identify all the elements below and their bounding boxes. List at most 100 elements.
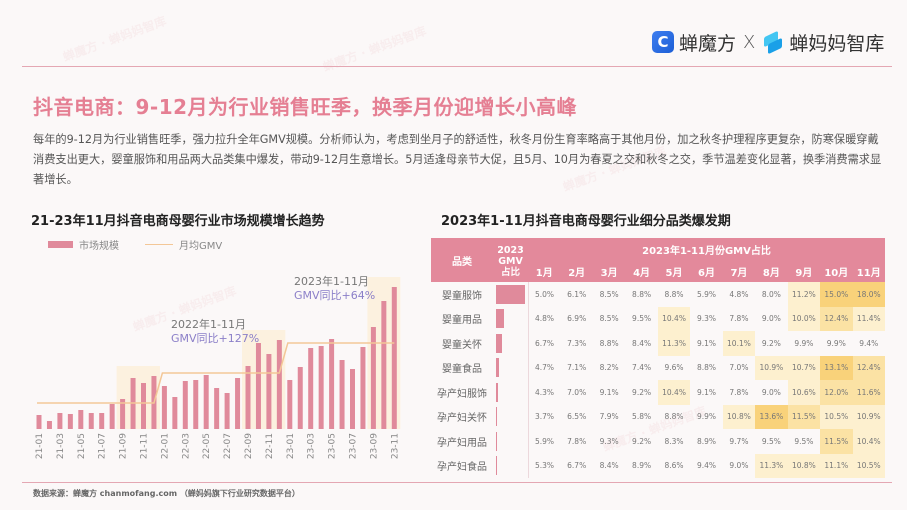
cell-month-value: 9.1% xyxy=(599,387,619,397)
header-months-group: 2023年1-11月份GMV占比 xyxy=(528,238,885,260)
header-month: 9月 xyxy=(787,260,821,282)
row-gmv-share xyxy=(493,331,529,356)
bar-23-01 xyxy=(287,380,293,429)
row-category: 孕产妇用品 xyxy=(437,437,487,449)
cell-month-value: 11.5% xyxy=(820,429,853,454)
cell-month-value: 10.4% xyxy=(657,380,691,405)
brand-right: 蝉妈妈智库 xyxy=(789,32,885,55)
header-share-line1: 2023 xyxy=(497,244,524,256)
annotation-2022-growth: GMV同比+127% xyxy=(171,332,260,345)
bar-22-11 xyxy=(266,354,272,429)
cell-month-value: 6.5% xyxy=(567,412,587,422)
header-month: 3月 xyxy=(592,260,626,282)
cell-month-value: 10.9% xyxy=(755,355,788,380)
cell-month-value: 9.5% xyxy=(761,436,781,446)
header-share-line3: 占比 xyxy=(500,266,520,278)
table-month-row: 1月 2月 3月 4月 5月 6月 7月 8月 9月 10月 11月 xyxy=(431,260,885,282)
cell-month-value: 8.0% xyxy=(761,289,781,299)
cell-month-value: 5.9% xyxy=(534,436,554,446)
cell-month-value: 9.2% xyxy=(632,436,652,446)
cell-month-value: 5.8% xyxy=(632,412,652,422)
bar-22-10 xyxy=(255,343,261,429)
cell-month-value: 8.8% xyxy=(664,412,684,422)
cell-month-value: 10.1% xyxy=(722,331,756,356)
legend-label-line: 月均GMV xyxy=(179,241,223,252)
annotation-2022-period: 2022年1-11月 xyxy=(171,318,246,331)
row-category: 孕产妇服饰 xyxy=(437,388,487,400)
x-tick-label: 23-07 xyxy=(349,433,359,459)
cell-month-value: 11.3% xyxy=(755,453,788,478)
row-gmv-share xyxy=(493,380,529,405)
bar-21-06 xyxy=(88,413,94,429)
top-divider xyxy=(22,66,892,67)
header-month: 2月 xyxy=(560,260,593,282)
page-title: 抖音电商：9-12月为行业销售旺季，换季月份迎增长小高峰 xyxy=(33,95,578,119)
row-gmv-share xyxy=(493,404,529,429)
cell-month-value: 11.4% xyxy=(852,306,885,331)
cell-month-value: 7.0% xyxy=(567,387,587,397)
table-row: 孕产妇服饰 4.3% 7.0% 9.1% 9.2% 10.4% 9.1% 7.8% 9.0% 10… xyxy=(431,380,885,405)
cell-month-value: 9.6% xyxy=(664,363,684,373)
cell-month-value: 9.2% xyxy=(632,387,652,397)
cell-month-value: 9.0% xyxy=(761,314,781,324)
cell-month-value: 8.5% xyxy=(599,289,619,299)
legend-label-bar: 市场规模 xyxy=(79,241,119,252)
gmv-share-bar xyxy=(496,333,502,353)
gmv-share-bar xyxy=(496,431,497,451)
x-tick-label: 21-01 xyxy=(35,433,45,459)
bar-23-04 xyxy=(318,346,324,429)
cell-month-value: 8.5% xyxy=(599,314,619,324)
header-month: 4月 xyxy=(625,260,658,282)
gmv-share-bar xyxy=(496,284,525,304)
cell-month-value: 8.3% xyxy=(664,436,684,446)
cell-month-value: 10.8% xyxy=(787,453,821,478)
table-row: 孕产妇食品 5.3% 6.7% 8.4% 8.9% 8.6% 9.4% 9.0% 11.3% 10… xyxy=(431,453,885,478)
row-gmv-share xyxy=(493,355,529,380)
x-tick-label: 21-09 xyxy=(119,433,129,459)
header-month: 6月 xyxy=(690,260,723,282)
bar-21-05 xyxy=(78,410,84,429)
cell-month-value: 5.3% xyxy=(534,461,554,471)
annotation-2023-growth: GMV同比+64% xyxy=(294,289,376,302)
bar-21-01 xyxy=(36,415,42,429)
category-heatmap-table: 品类 2023 GMV 占比 2023年1-11月份GMV占比 1月 2月 3月 4月… xyxy=(431,238,885,478)
x-tick-label: 23-05 xyxy=(328,433,338,459)
cell-month-value: 9.9% xyxy=(826,338,846,348)
legend-swatch-line xyxy=(145,243,173,246)
bar-22-02 xyxy=(172,397,178,429)
cell-month-value: 13.1% xyxy=(820,355,853,380)
cell-month-value: 7.8% xyxy=(567,436,587,446)
row-category: 孕产妇关怀 xyxy=(437,413,487,425)
cell-month-value: 10.4% xyxy=(657,306,691,331)
cell-month-value: 11.3% xyxy=(657,331,691,356)
row-gmv-share xyxy=(493,429,529,454)
bar-23-09 xyxy=(370,327,376,429)
cell-month-value: 18.0% xyxy=(852,282,885,307)
cell-month-value: 6.1% xyxy=(567,289,587,299)
row-gmv-share xyxy=(493,453,529,478)
bar-22-12 xyxy=(276,340,282,429)
bar-22-03 xyxy=(182,381,188,429)
bottom-divider xyxy=(22,482,892,483)
monthly-avg-gmv-line xyxy=(37,342,395,404)
bar-22-05 xyxy=(203,375,209,429)
gmv-share-bar xyxy=(496,358,499,378)
bar-23-03 xyxy=(308,348,314,429)
cell-month-value: 4.8% xyxy=(534,314,554,324)
cell-month-value: 10.4% xyxy=(852,429,885,454)
intro-paragraph: 每年的9-12月为行业销售旺季，强力拉升全年GMV规模。分析师认为，考虑到坐月子… xyxy=(33,133,882,186)
cell-month-value: 7.9% xyxy=(599,412,619,422)
cell-month-value: 10.0% xyxy=(787,306,821,331)
cell-month-value: 9.0% xyxy=(729,461,749,471)
row-category: 婴童关怀 xyxy=(442,339,482,351)
chanmofang-logo-icon: C xyxy=(652,31,674,53)
cell-month-value: 8.8% xyxy=(632,289,652,299)
cell-month-value: 7.0% xyxy=(729,363,749,373)
row-category: 孕产妇食品 xyxy=(437,462,487,474)
cell-month-value: 7.8% xyxy=(729,387,749,397)
watermark: 蝉魔方 · 蝉妈妈智库 xyxy=(321,23,429,75)
header-month: 5月 xyxy=(657,260,691,282)
bar-22-06 xyxy=(214,388,220,429)
cell-month-value: 10.9% xyxy=(852,404,885,429)
bar-21-11 xyxy=(141,383,146,429)
